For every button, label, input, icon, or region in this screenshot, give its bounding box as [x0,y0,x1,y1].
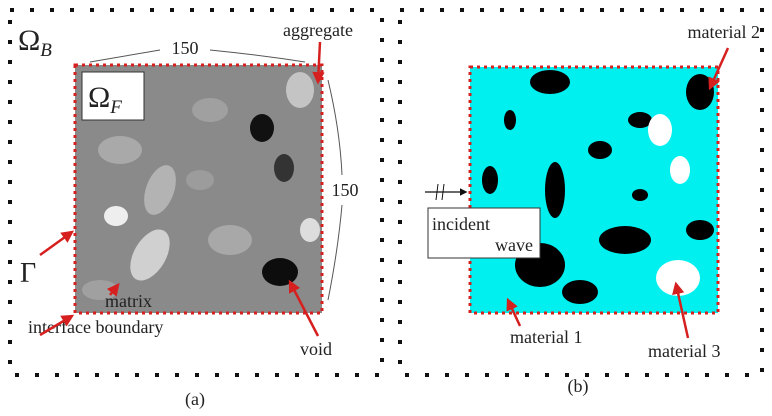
label: void [300,339,332,359]
label: material 1 [510,327,582,347]
specimen-b [470,67,718,313]
label: interface boundary [28,317,163,337]
omega-b: ΩB [18,24,52,61]
incident-label: incident [432,214,490,234]
subscript: B [40,40,52,61]
label: material 3 [648,341,720,361]
width-label: 150 [172,38,199,58]
label: material 2 [688,22,760,42]
caption: (a) [185,389,205,410]
figure: ΩB 150 150 ΩF Γ aggregate matrix interfa… [0,0,772,416]
height-label: 150 [332,180,359,200]
label: aggregate [283,20,353,40]
arrow [40,232,72,255]
symbol: Ω [18,24,40,57]
gamma: Γ [20,258,36,289]
incident-label: wave [495,235,533,255]
symbol: Ω [88,81,110,114]
subscript: F [109,97,122,118]
caption: (b) [568,376,589,397]
